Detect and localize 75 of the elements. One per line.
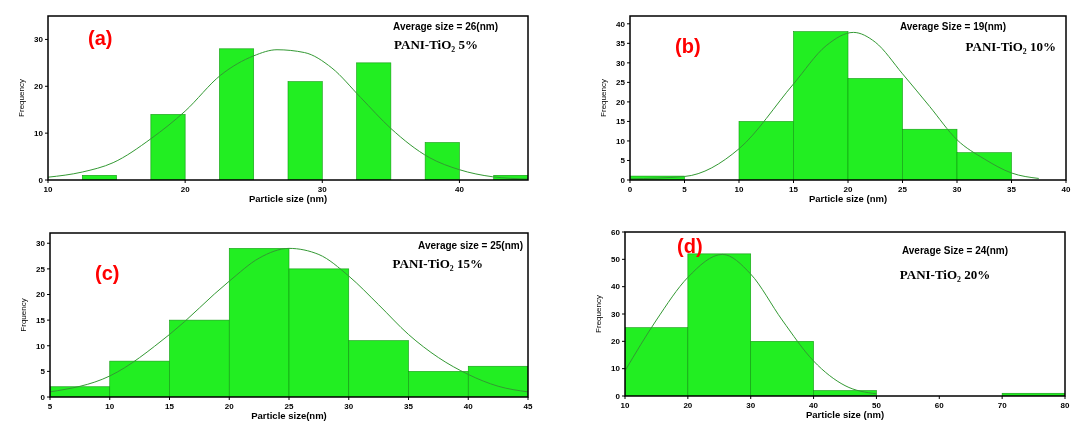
x-tick-label: 30 xyxy=(952,185,962,194)
x-tick-label: 45 xyxy=(523,402,533,411)
x-tick-label: 25 xyxy=(284,402,294,411)
annotation: PANI-TiO₂ 20% xyxy=(899,266,991,282)
y-tick-label: 25 xyxy=(616,78,626,88)
annotation: PANI-TiO₂ 10% xyxy=(965,38,1056,54)
y-tick-label: 40 xyxy=(616,19,626,29)
annotation: Average size = 25(nm) xyxy=(418,239,523,251)
x-tick-label: 15 xyxy=(165,402,175,411)
y-tick-label: 10 xyxy=(616,136,626,146)
x-tick-label: 30 xyxy=(317,185,328,194)
x-tick-label: 50 xyxy=(871,401,882,410)
y-tick-label: 0 xyxy=(620,175,626,185)
x-axis-title: Particle size (nm) xyxy=(248,193,328,204)
x-tick-label: 30 xyxy=(344,402,354,411)
x-tick-label: 20 xyxy=(843,185,853,194)
x-axis-title: Particle size (nm) xyxy=(808,193,888,204)
x-tick-label: 15 xyxy=(789,185,799,194)
annotation: PANI-TiO₂ 5% xyxy=(394,36,478,52)
y-axis-title: Frquency xyxy=(19,298,28,332)
x-tick-label: 30 xyxy=(746,401,756,410)
x-tick-label: 20 xyxy=(224,402,235,411)
x-tick-label: 80 xyxy=(1060,401,1070,410)
y-tick-label: 20 xyxy=(611,337,621,347)
y-tick-label: 50 xyxy=(611,255,621,265)
annotation: (b) xyxy=(675,35,701,57)
x-tick-label: 40 xyxy=(809,401,819,410)
y-axis-title: Frequency xyxy=(594,295,603,333)
y-tick-label: 30 xyxy=(36,239,46,249)
x-tick-label: 40 xyxy=(463,402,474,411)
x-tick-label: 20 xyxy=(180,185,191,194)
x-tick-label: 35 xyxy=(1007,185,1017,194)
x-tick-label: 25 xyxy=(898,185,908,194)
y-tick-label: 30 xyxy=(616,58,626,68)
x-axis-title: Particle size (nm) xyxy=(805,409,885,420)
y-tick-label: 60 xyxy=(611,227,621,237)
annotation: (d) xyxy=(677,235,703,257)
y-tick-label: 20 xyxy=(34,82,44,92)
x-tick-label: 5 xyxy=(47,402,53,411)
y-tick-label: 10 xyxy=(611,364,621,374)
x-tick-label: 10 xyxy=(105,402,115,411)
annotation: PANI-TiO₂ 15% xyxy=(392,255,483,271)
annotation: Average Size = 19(nm) xyxy=(899,20,1006,32)
annotation: Average size = 26(nm) xyxy=(393,20,498,32)
x-tick-label: 70 xyxy=(997,401,1008,410)
y-tick-label: 0 xyxy=(40,392,46,402)
y-axis-title: Frequency xyxy=(17,79,26,117)
x-tick-label: 40 xyxy=(1061,185,1071,194)
x-tick-label: 10 xyxy=(734,185,744,194)
x-tick-label: 20 xyxy=(683,401,693,410)
y-tick-label: 20 xyxy=(616,97,626,107)
y-tick-label: 20 xyxy=(36,290,46,300)
y-tick-label: 5 xyxy=(620,156,626,166)
x-tick-label: 0 xyxy=(627,185,633,194)
x-tick-label: 5 xyxy=(682,185,688,194)
y-axis-title: Frequency xyxy=(599,79,608,117)
y-tick-label: 15 xyxy=(36,315,46,325)
annotation: Average Size = 24(nm) xyxy=(901,244,1009,256)
x-axis-title: Particle size(nm) xyxy=(251,410,327,421)
y-tick-label: 0 xyxy=(38,175,44,185)
annotation: (a) xyxy=(88,27,113,49)
x-tick-label: 40 xyxy=(454,185,465,194)
y-tick-label: 0 xyxy=(615,391,621,401)
y-tick-label: 30 xyxy=(34,35,44,45)
y-tick-label: 10 xyxy=(36,341,46,351)
y-tick-label: 30 xyxy=(611,309,621,319)
x-tick-label: 60 xyxy=(934,401,945,410)
y-tick-label: 40 xyxy=(611,282,621,292)
y-tick-label: 10 xyxy=(34,128,44,138)
y-tick-label: 15 xyxy=(616,117,626,127)
y-tick-label: 25 xyxy=(36,264,46,274)
x-tick-label: 35 xyxy=(404,402,414,411)
y-tick-label: 35 xyxy=(616,39,626,49)
annotation: (c) xyxy=(95,262,120,284)
y-tick-label: 5 xyxy=(40,367,46,377)
